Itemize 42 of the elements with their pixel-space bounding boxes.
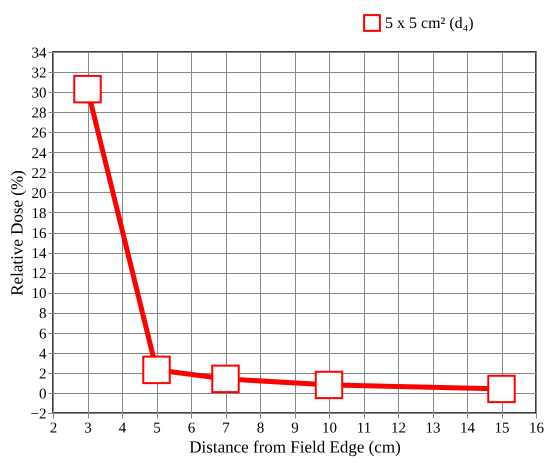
x-tick-label: 11 xyxy=(356,420,372,436)
y-tick-label: 4 xyxy=(39,346,47,362)
y-tick-label: 14 xyxy=(32,246,47,262)
x-tick-label: 4 xyxy=(118,420,127,436)
x-tick-label: 13 xyxy=(426,420,440,436)
y-tick-label: 10 xyxy=(32,286,46,302)
point xyxy=(142,356,171,384)
x-tick-label: 10 xyxy=(322,420,337,436)
point xyxy=(314,370,344,400)
y-tick-label: 28 xyxy=(32,106,46,122)
point xyxy=(73,74,102,104)
x-tick-label: 14 xyxy=(460,420,476,436)
y-tick-label: 8 xyxy=(39,306,46,322)
y-tick-label: −2 xyxy=(30,406,46,422)
y-tick-label: 32 xyxy=(32,66,46,82)
x-tick-label: 2 xyxy=(50,420,58,436)
y-axis-title: Relative Dose (%) xyxy=(8,170,27,296)
y-tick-label: 34 xyxy=(32,46,47,62)
y-tick-label: 26 xyxy=(32,126,47,142)
x-tick-label: 6 xyxy=(188,420,196,436)
x-tick-label: 5 xyxy=(153,420,161,436)
y-tick-label: 12 xyxy=(32,266,46,282)
x-tick-label: 12 xyxy=(391,420,406,436)
y-tick-label: 16 xyxy=(32,226,47,242)
x-axis-title: Distance from Field Edge (cm) xyxy=(189,438,401,456)
x-tick-label: 3 xyxy=(84,420,92,436)
x-tick-label: 15 xyxy=(494,420,510,436)
y-tick-label: 20 xyxy=(32,186,46,202)
y-tick-label: 18 xyxy=(32,206,46,222)
y-tick-label: 30 xyxy=(32,86,46,102)
x-tick-label: 8 xyxy=(256,420,264,436)
y-tick-label: 6 xyxy=(39,326,47,342)
x-tick-label: 7 xyxy=(222,420,230,436)
legend-label: 5 x 5 cm² (d₄) xyxy=(385,15,474,32)
y-tick-label: 0 xyxy=(39,386,46,402)
x-tick-label: 9 xyxy=(291,420,299,436)
point xyxy=(487,374,516,404)
x-tick-label: 16 xyxy=(529,420,544,436)
y-tick-label: 24 xyxy=(32,146,47,162)
y-tick-label: 22 xyxy=(32,166,46,182)
y-tick-label: 2 xyxy=(39,366,46,382)
point xyxy=(211,364,240,394)
